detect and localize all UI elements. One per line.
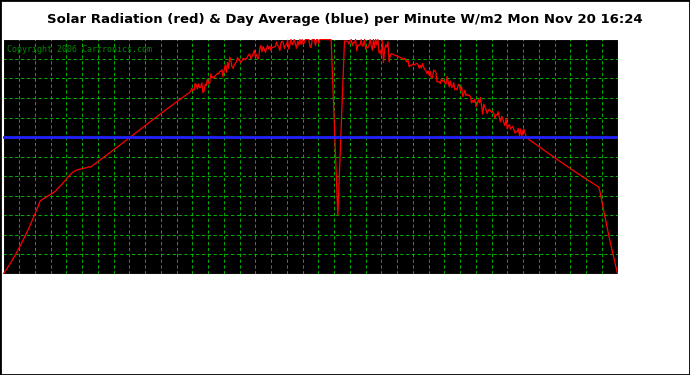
Text: Solar Radiation (red) & Day Average (blue) per Minute W/m2 Mon Nov 20 16:24: Solar Radiation (red) & Day Average (blu… — [47, 13, 643, 26]
Text: Copyright 2006 Cartronics.com: Copyright 2006 Cartronics.com — [6, 45, 152, 54]
